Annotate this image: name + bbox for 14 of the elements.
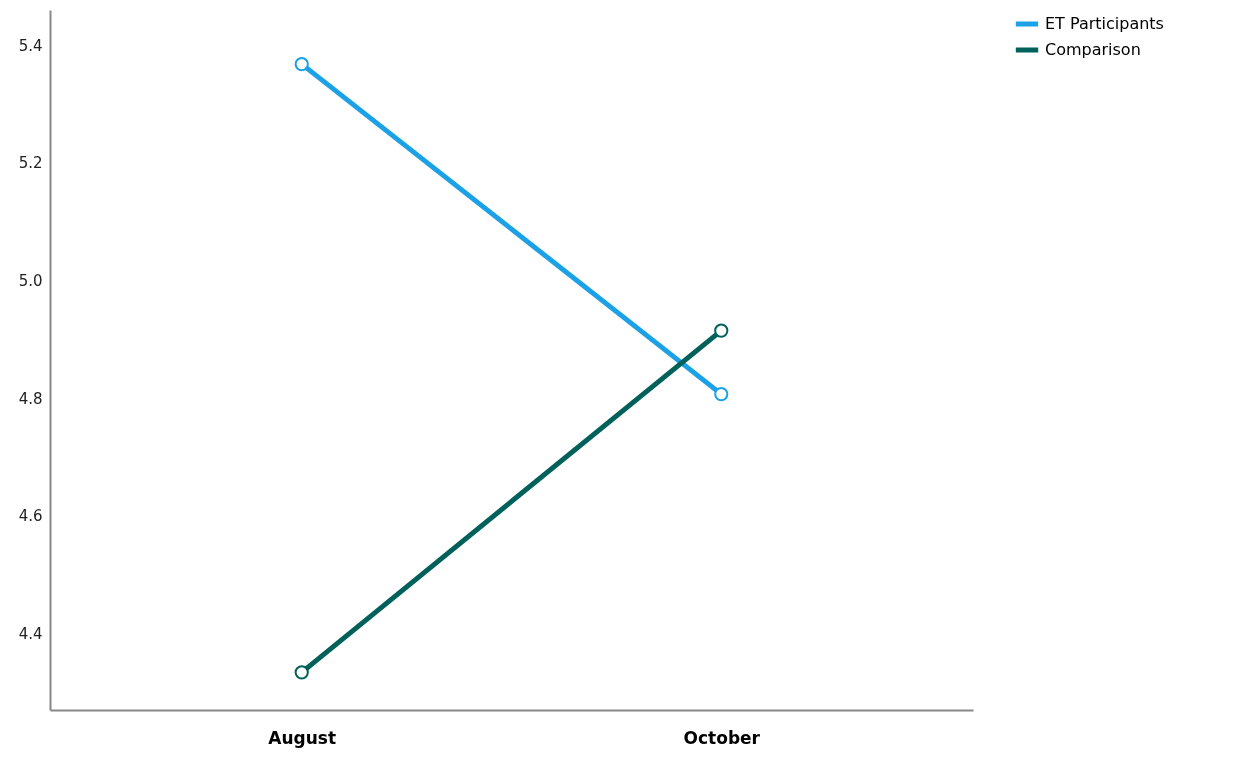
y-tick-label: 4.6 bbox=[18, 507, 43, 526]
x-tick-label: October bbox=[683, 727, 761, 748]
legend-label: Comparison bbox=[1045, 40, 1141, 59]
y-tick-label: 4.4 bbox=[18, 625, 43, 644]
point bbox=[294, 57, 309, 72]
y-tick-label: 4.8 bbox=[18, 389, 43, 408]
point bbox=[714, 323, 729, 338]
legend-label: ET Participants bbox=[1045, 14, 1164, 33]
y-tick-label: 5.4 bbox=[18, 36, 43, 55]
x-tick-label: August bbox=[268, 727, 337, 748]
point bbox=[294, 665, 309, 680]
y-tick-label: 5.0 bbox=[18, 272, 43, 291]
point bbox=[714, 387, 729, 402]
y-tick-label: 5.2 bbox=[18, 154, 43, 173]
